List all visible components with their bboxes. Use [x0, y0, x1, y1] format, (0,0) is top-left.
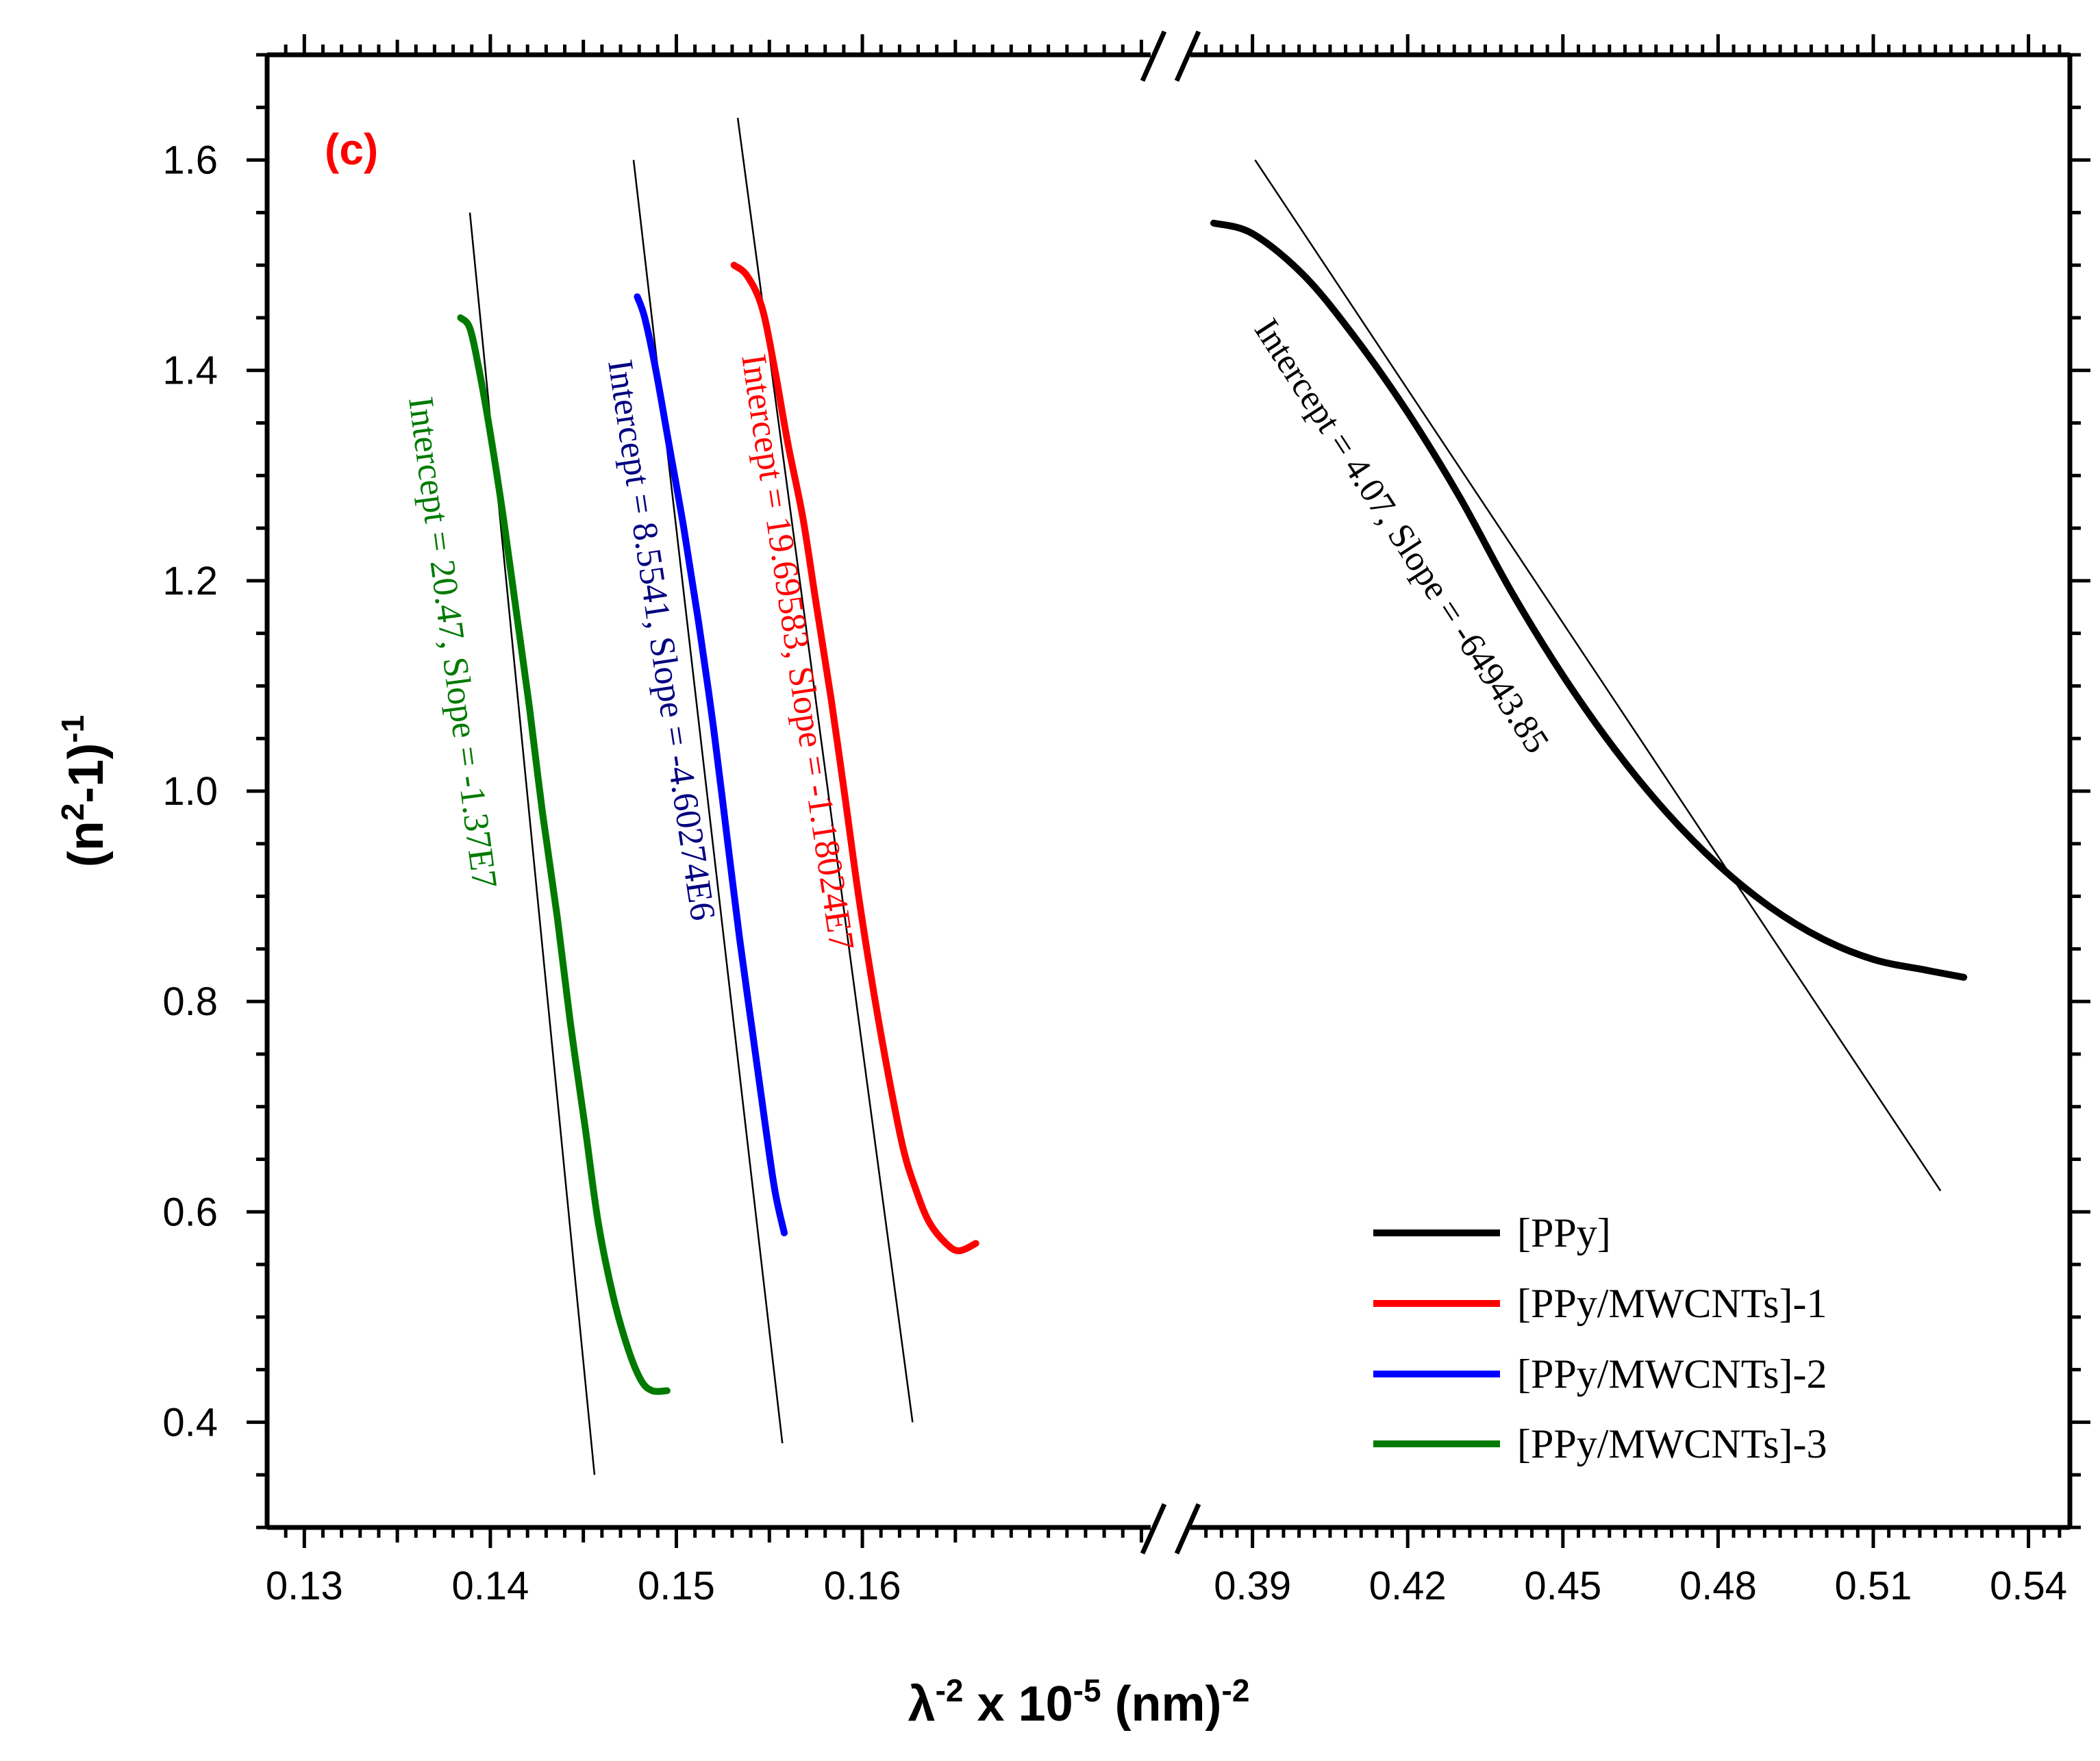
fit-line-ppy-mwcnts-2: [632, 160, 784, 1444]
x-tick-label: 0.48: [1679, 1564, 1757, 1608]
legend-item-ppy-mwcnts-1: [PPy/MWCNTs]-1: [1373, 1281, 1827, 1326]
series-line-ppy: [1210, 219, 1968, 981]
x-tick-label: 0.15: [638, 1564, 715, 1608]
break-top-2: [1174, 30, 1201, 82]
legend-label-ppy-mwcnts-3: [PPy/MWCNTs]-3: [1517, 1421, 1827, 1466]
legend: [PPy] [PPy/MWCNTs]-1 [PPy/MWCNTs]-2 [PPy…: [1373, 1210, 1827, 1466]
y-tick-label: 0.4: [162, 1400, 218, 1445]
series-line-ppy-mwcnts-3: [457, 314, 671, 1395]
annotation-ppy-mwcnts-3: Intercept = 20.47, Slope = -1.37E7: [401, 395, 504, 890]
y-axis-title: (n2-1)-1: [55, 715, 114, 867]
panel-label: (c): [325, 125, 378, 174]
data-series: [457, 219, 1968, 1395]
x-axis-title: λ-2 x 10-5 (nm)-2: [908, 1673, 1250, 1732]
fit-line-ppy: [1254, 159, 1942, 1192]
x-tick-label: 0.51: [1835, 1564, 1912, 1608]
x-tick-label: 0.42: [1369, 1564, 1447, 1608]
x-tick-label: 0.14: [451, 1564, 529, 1608]
y-tick-label: 1.0: [162, 769, 218, 814]
break-bottom-1: [1140, 1503, 1167, 1555]
y-tick-label: 1.2: [162, 559, 218, 603]
series-line-ppy-mwcnts-2: [634, 293, 788, 1236]
series-line-ppy-mwcnts-1: [730, 262, 979, 1255]
axis-ticks: [247, 34, 2090, 1548]
annotation-ppy-mwcnts-1: Intercept = 19.69583, Slope = -1.18024E7: [734, 351, 861, 953]
annotations: Intercept = 20.47, Slope = -1.37E7 Inter…: [401, 312, 1556, 953]
x-tick-label: 0.39: [1214, 1564, 1291, 1608]
tick-labels: 0.4 0.6 0.8 1.0 1.2 1.4 1.6 0.13 0.14 0.15 0.16 0.3…: [162, 138, 2067, 1608]
break-top-1: [1140, 30, 1167, 82]
y-tick-label: 0.6: [162, 1190, 218, 1234]
axis-break-marks: [1140, 30, 1201, 1555]
legend-item-ppy: [PPy]: [1373, 1210, 1611, 1256]
x-tick-label: 0.13: [266, 1564, 343, 1608]
legend-label-ppy-mwcnts-2: [PPy/MWCNTs]-2: [1517, 1351, 1827, 1397]
y-tick-label: 0.8: [162, 979, 218, 1024]
break-bottom-2: [1174, 1503, 1201, 1555]
y-tick-label: 1.6: [162, 138, 218, 183]
legend-item-ppy-mwcnts-3: [PPy/MWCNTs]-3: [1373, 1421, 1827, 1466]
x-tick-label: 0.16: [824, 1564, 901, 1608]
x-tick-label: 0.54: [1990, 1564, 2067, 1608]
legend-label-ppy: [PPy]: [1517, 1210, 1611, 1256]
x-tick-label: 0.45: [1524, 1564, 1601, 1608]
legend-item-ppy-mwcnts-2: [PPy/MWCNTs]-2: [1373, 1351, 1827, 1397]
legend-label-ppy-mwcnts-1: [PPy/MWCNTs]-1: [1517, 1281, 1827, 1326]
y-tick-label: 1.4: [162, 349, 218, 393]
